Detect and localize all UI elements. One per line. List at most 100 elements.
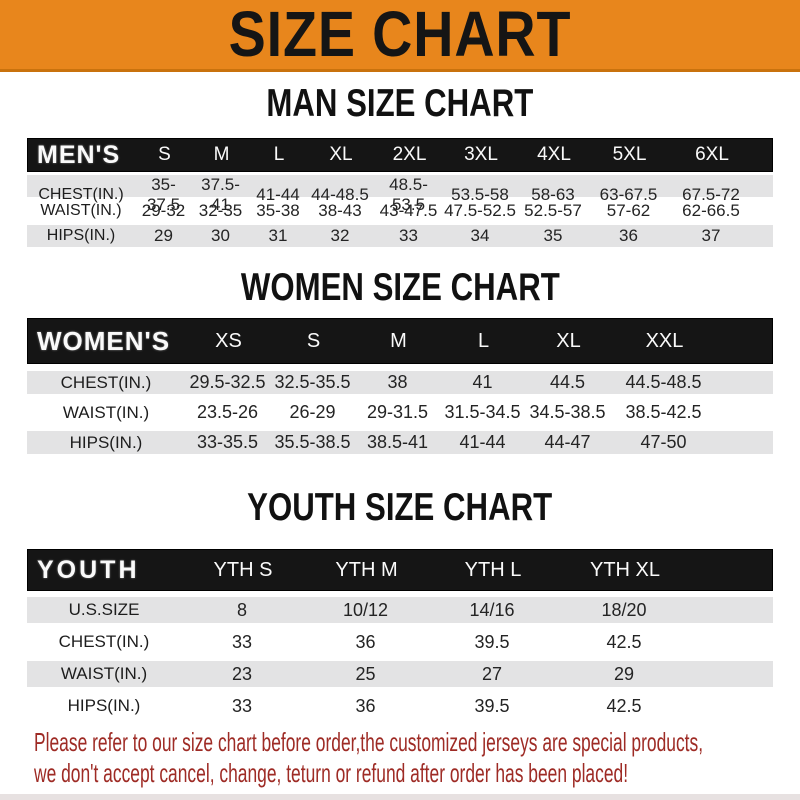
cell-value: 67.5-72 [682,185,740,204]
size-table: WOMEN'S XS S M L XL XXL CHEST(IN.) 29.5-32.5 32.… [27,318,773,454]
cell-value: 33 [231,631,253,652]
banner: SIZE CHART [0,0,800,72]
cell-value: 31.5-34.5 [444,402,521,422]
column-header: 5XL [612,144,647,165]
cell-value: 44.5-48.5 [625,372,702,392]
row-label: CHEST(IN.) [38,186,124,203]
cell-value: 34 [470,226,490,245]
column-header: YTH L [464,558,522,581]
cell-value: 32-35 [198,201,243,220]
cell-value: 29-32 [141,201,186,220]
cell-value: 43-47.5 [379,201,438,220]
cell-value: 33-35.5 [196,432,259,452]
cell-value: 39.5 [474,695,510,716]
cell-value: 41-44 [459,432,506,452]
cell-value: 44-48.5 [311,185,369,204]
footer-line-1: Please refer to our size chart before or… [34,727,704,757]
cell-value: 37.5-41 [201,175,240,214]
cell-value: 57-62 [606,201,651,220]
cell-value: 8 [236,599,247,620]
column-header: 3XL [464,144,498,165]
row-label: HIPS(IN.) [69,432,143,452]
cell-value: 35.5-38.5 [274,432,351,452]
cell-value: 52.5-57 [524,201,582,220]
cell-value: 14/16 [469,599,515,620]
row-label: CHEST(IN.) [60,372,152,392]
column-header: XXL [645,329,684,352]
size-chart-section: YOUTH SIZE CHART YOUTH YTH S YTH M YTH L YTH… [27,488,773,719]
section-heading-text: WOMEN SIZE CHART [240,266,560,309]
table-row: WAIST(IN.) 29-32 32-35 35-38 38-43 43-47.5 47.… [27,200,773,222]
cell-value: 29 [154,226,173,245]
row-label: WAIST(IN.) [60,664,148,683]
cell-value: 47-50 [640,432,687,452]
cell-value: 36 [355,695,376,716]
table-row: WAIST(IN.) 23 25 27 29 [27,661,773,687]
cell-value: 58-63 [531,185,575,204]
bottom-strip [0,794,800,800]
cell-value: 23.5-26 [196,402,259,422]
column-header: 4XL [537,144,571,165]
section-heading: WOMEN SIZE CHART [27,268,773,308]
column-header: S [158,144,171,165]
table-header-row: WOMEN'S XS S M L XL XXL [27,318,773,364]
column-header: M [213,144,230,165]
row-label: HIPS(IN.) [67,696,141,715]
column-header: XL [556,329,581,352]
section-heading: YOUTH SIZE CHART [27,488,773,528]
page-title: SIZE CHART [228,0,572,70]
cell-value: 53.5-58 [451,185,509,204]
cell-value: 33 [231,695,253,716]
cell-value: 29 [613,663,635,684]
column-header: L [273,144,285,165]
size-table: YOUTH YTH S YTH M YTH L YTH XL U.S.SIZE 8 10/1… [27,549,773,719]
row-label: U.S.SIZE [68,600,140,619]
cell-value: 23 [231,663,253,684]
cell-value: 35 [543,226,563,245]
cell-value: 42.5 [606,695,642,716]
size-chart-section: WOMEN SIZE CHART WOMEN'S XS S M L XL XXL CHEST… [27,268,773,454]
column-header: L [477,329,490,352]
cell-value: 47.5-52.5 [444,201,516,220]
footer-line-2: we don't accept cancel, change, teturn o… [34,758,629,788]
column-header: S [306,329,321,352]
column-header: 2XL [392,144,427,165]
cell-value: 32.5-35.5 [274,372,351,392]
column-header: YTH M [335,558,398,581]
table-row: HIPS(IN.) 33 36 39.5 42.5 [27,693,773,719]
cell-value: 30 [211,226,230,245]
cell-value: 36 [355,631,376,652]
column-header: YTH XL [589,558,661,581]
cell-value: 44-47 [544,432,591,452]
column-header: YTH S [213,558,273,581]
table-row: HIPS(IN.) 29 30 31 32 33 34 35 36 37 [27,225,773,247]
row-label: HIPS(IN.) [46,227,116,244]
section-heading: MAN SIZE CHART [27,84,773,124]
table-header-row: YOUTH YTH S YTH M YTH L YTH XL [27,549,773,591]
size-table: MEN'S S M L XL 2XL 3XL 4XL 5XL 6XL CHEST(IN.) 35-3… [27,138,773,247]
cell-value: 26-29 [289,402,336,422]
cell-value: 41-44 [256,185,300,204]
cell-value: 31 [268,226,288,245]
cell-value: 34.5-38.5 [529,402,606,422]
cell-value: 36 [619,226,638,245]
cell-value: 41 [472,372,493,392]
cell-value: 38.5-41 [366,432,429,452]
cell-value: 29.5-32.5 [189,372,266,392]
row-label: CHEST(IN.) [58,632,150,651]
cell-value: 48.5-53.5 [389,175,428,214]
column-header: M [390,329,407,352]
cell-value: 35-38 [256,201,300,220]
cell-value: 29-31.5 [366,402,429,422]
table-row: CHEST(IN.) 29.5-32.5 32.5-35.5 38 41 44.5 44.5… [27,371,773,394]
cell-value: 10/12 [342,599,389,620]
column-header: XS [215,329,242,352]
cell-value: 38-43 [318,201,362,220]
table-row: U.S.SIZE 8 10/12 14/16 18/20 [27,597,773,623]
size-chart-section: MAN SIZE CHART MEN'S S M L XL 2XL 3XL 4XL 5XL 6XL… [27,84,773,247]
table-corner-label: YOUTH [37,555,140,584]
cell-value: 32 [330,226,350,245]
column-header: XL [329,144,353,165]
row-label: WAIST(IN.) [40,202,122,219]
cell-value: 35-37.5 [146,175,181,214]
